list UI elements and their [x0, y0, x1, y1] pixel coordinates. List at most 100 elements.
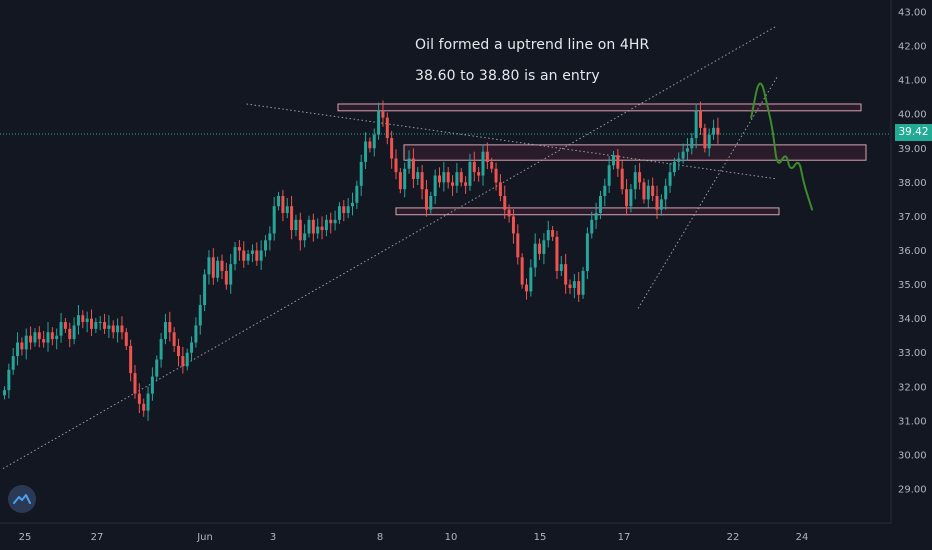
x-tick-label: 15	[534, 532, 547, 543]
candle-body	[494, 168, 498, 183]
candle-body	[533, 243, 537, 268]
candle-body	[359, 161, 363, 186]
candle-body	[268, 233, 272, 241]
candle-body	[625, 189, 629, 207]
candle-body	[72, 325, 76, 340]
y-tick-label: 38.00	[898, 178, 927, 189]
candle-body	[403, 168, 407, 190]
y-tick-label: 29.00	[898, 485, 927, 496]
x-tick-label: 10	[445, 532, 458, 543]
candle-body	[381, 110, 385, 118]
candle-body	[224, 270, 228, 285]
x-tick-label: 24	[796, 532, 809, 543]
candle-body	[572, 281, 576, 288]
candle-body	[712, 127, 716, 135]
trendline	[246, 103, 778, 180]
candle-body	[3, 390, 6, 396]
candle-body	[107, 325, 111, 329]
candle-body	[638, 172, 642, 183]
candle-body	[324, 219, 328, 231]
candle-body	[303, 233, 307, 241]
candle-body	[364, 141, 368, 162]
candle-body	[337, 206, 341, 220]
candle-body	[277, 195, 281, 207]
candle-body	[546, 230, 550, 241]
tradingview-logo-icon[interactable]	[8, 485, 36, 513]
candle-body	[351, 202, 354, 207]
candle-body	[68, 328, 72, 340]
candle-body	[163, 322, 167, 340]
candle-body	[677, 158, 681, 162]
candle-body	[264, 240, 267, 251]
trendline	[637, 76, 778, 309]
candle-body	[111, 325, 115, 333]
candle-body	[420, 172, 424, 190]
candle-body	[320, 226, 324, 231]
candle-body	[707, 134, 711, 149]
candle-body	[190, 342, 194, 353]
x-tick-label: 3	[270, 532, 276, 543]
candle-body	[307, 219, 311, 234]
candle-body	[511, 216, 515, 234]
candle-body	[90, 318, 93, 329]
candle-body	[33, 332, 37, 343]
candle-body	[699, 110, 702, 128]
y-tick-label: 39.00	[898, 144, 927, 155]
candle-body	[690, 138, 694, 149]
candle-body	[459, 172, 463, 183]
candle-body	[85, 318, 89, 323]
y-tick-label: 31.00	[898, 416, 927, 427]
candle-body	[368, 141, 372, 149]
candle-body	[194, 325, 198, 343]
candle-body	[559, 264, 563, 271]
candle-body	[281, 195, 285, 214]
candle-body	[464, 182, 468, 186]
candle-body	[242, 250, 246, 261]
candle-body	[76, 315, 80, 326]
candle-body	[207, 257, 211, 275]
candle-body	[316, 226, 320, 234]
candle-body	[103, 322, 107, 329]
candle-body	[168, 322, 172, 333]
candle-body	[564, 264, 568, 285]
y-tick-label: 41.00	[898, 76, 927, 87]
candle-body	[285, 206, 289, 214]
candle-body	[446, 172, 450, 183]
candle-body	[416, 172, 420, 179]
candle-body	[98, 322, 102, 324]
trendline	[2, 25, 778, 469]
candle-body	[655, 195, 659, 210]
candle-body	[55, 335, 59, 340]
candle-body	[616, 155, 620, 169]
logo-glyph	[13, 494, 31, 504]
candle-body	[659, 199, 663, 210]
y-tick-label: 33.00	[898, 348, 927, 359]
candle-body	[146, 393, 150, 411]
candle-body	[177, 345, 180, 357]
candle-body	[398, 172, 402, 190]
y-tick-label: 42.00	[898, 42, 927, 53]
candle-body	[124, 332, 128, 346]
candle-body	[372, 134, 376, 149]
candle-body	[485, 151, 489, 162]
candle-body	[585, 233, 589, 271]
candle-body	[59, 322, 63, 336]
candle-body	[507, 209, 511, 217]
candle-body	[646, 185, 650, 200]
candle-body	[672, 161, 676, 173]
candle-body	[620, 168, 624, 190]
horizontal-zone	[395, 207, 780, 216]
candle-body	[438, 175, 441, 183]
candle-body	[329, 219, 333, 224]
candle-body	[603, 185, 607, 196]
candle-body	[229, 264, 233, 285]
y-tick-label: 37.00	[898, 212, 927, 223]
candle-body	[185, 352, 189, 367]
candle-body	[629, 189, 633, 207]
candle-body	[16, 342, 20, 357]
candle-body	[598, 195, 602, 214]
candle-body	[472, 161, 476, 173]
annotation-line-1: Oil formed a uptrend line on 4HR	[415, 37, 650, 53]
